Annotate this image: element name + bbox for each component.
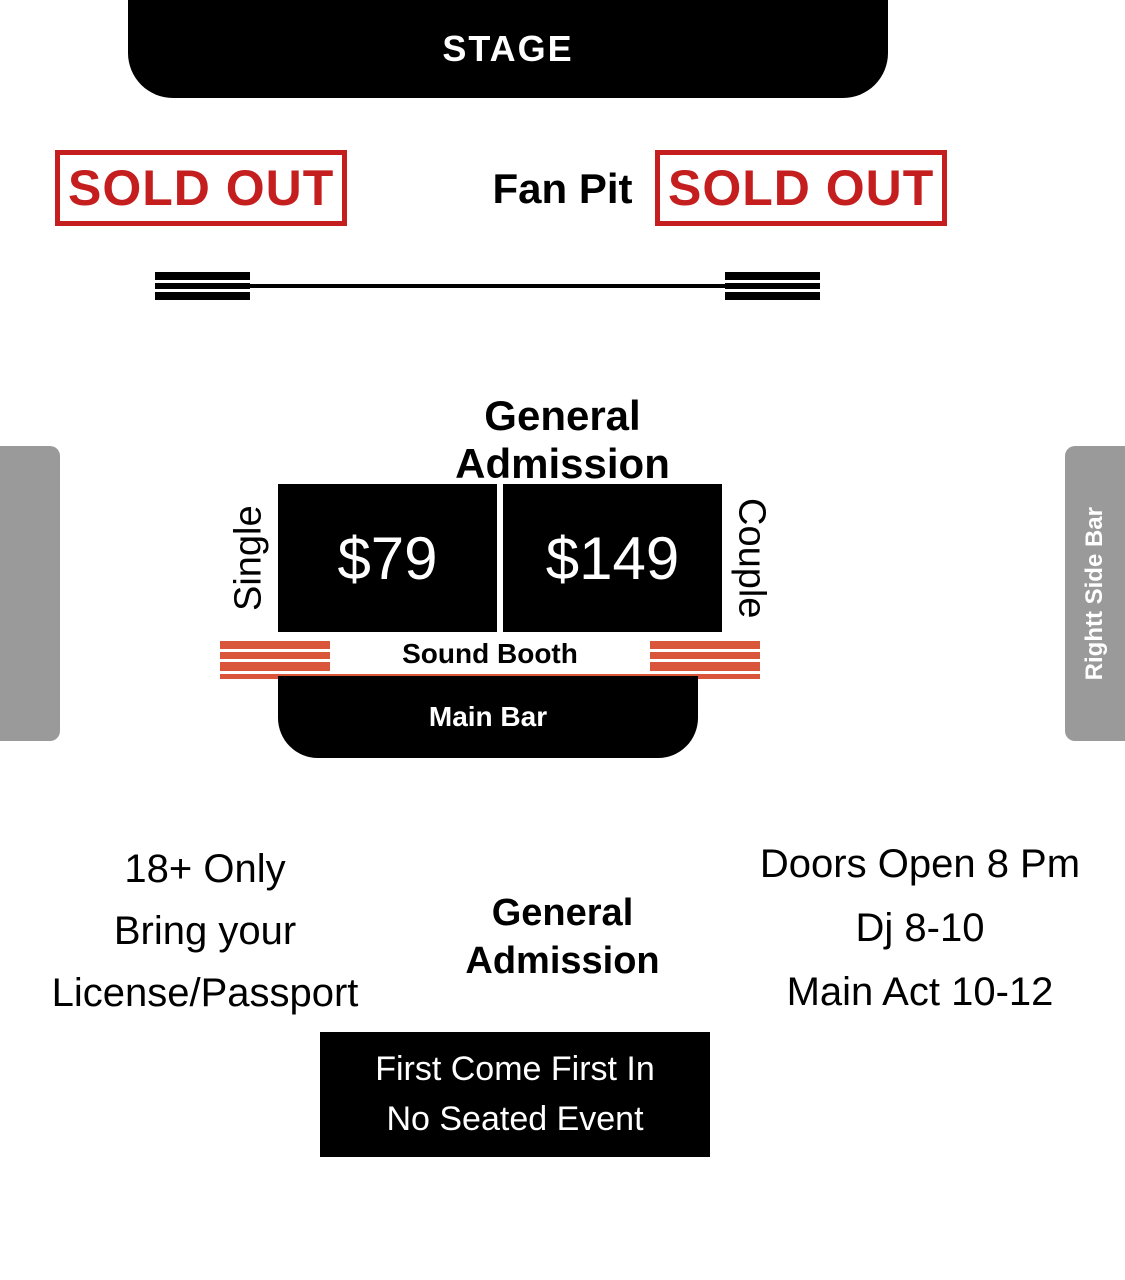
notice-line1: First Come First In	[375, 1045, 655, 1094]
left-side-bar	[0, 446, 60, 741]
ga-title-line2: Admission	[455, 440, 670, 488]
single-price: $79	[337, 524, 437, 593]
sold-out-stamp-left: SOLD OUT	[55, 150, 347, 226]
sound-booth-area: Sound Booth	[220, 638, 760, 678]
info-center-line2: Admission	[465, 938, 659, 986]
info-left-line2: Bring your	[25, 900, 385, 962]
general-admission-title: General Admission	[455, 392, 670, 489]
info-right-line3: Main Act 10-12	[720, 960, 1120, 1024]
sound-booth-label: Sound Booth	[402, 638, 578, 670]
info-center: General Admission	[465, 890, 659, 985]
fan-pit-label: Fan Pit	[492, 165, 632, 213]
info-right-line1: Doors Open 8 Pm	[720, 832, 1120, 896]
info-left-line3: License/Passport	[25, 962, 385, 1024]
single-price-box[interactable]: $79	[278, 484, 497, 632]
main-bar-label: Main Bar	[429, 701, 547, 733]
sold-out-stamp-right: SOLD OUT	[655, 150, 947, 226]
fan-pit-row: SOLD OUT Fan Pit SOLD OUT	[0, 150, 1125, 230]
orange-bar-right	[650, 641, 760, 671]
notice-line2: No Seated Event	[386, 1095, 643, 1144]
info-center-line1: General	[465, 890, 659, 938]
couple-price-box[interactable]: $149	[503, 484, 722, 632]
ga-title-line1: General	[455, 392, 670, 440]
info-left: 18+ Only Bring your License/Passport	[25, 838, 385, 1024]
info-right: Doors Open 8 Pm Dj 8-10 Main Act 10-12	[720, 832, 1120, 1024]
right-side-bar-label: Rightt Side Bar	[1081, 507, 1109, 680]
stage-area: STAGE	[128, 0, 888, 98]
info-right-line2: Dj 8-10	[720, 896, 1120, 960]
main-bar-area: Main Bar	[278, 676, 698, 758]
info-row: 18+ Only Bring your License/Passport Gen…	[0, 838, 1125, 1028]
couple-label: Couple	[722, 484, 780, 632]
price-area: Single $79 $149 Couple	[220, 484, 780, 632]
right-side-bar: Rightt Side Bar	[1065, 446, 1125, 741]
couple-price: $149	[546, 524, 679, 593]
notice-box: First Come First In No Seated Event	[320, 1032, 710, 1157]
info-left-line1: 18+ Only	[25, 838, 385, 900]
orange-bar-left	[220, 641, 330, 671]
stage-label: STAGE	[442, 28, 573, 70]
single-label: Single	[220, 484, 278, 632]
barrier-divider	[155, 272, 820, 300]
